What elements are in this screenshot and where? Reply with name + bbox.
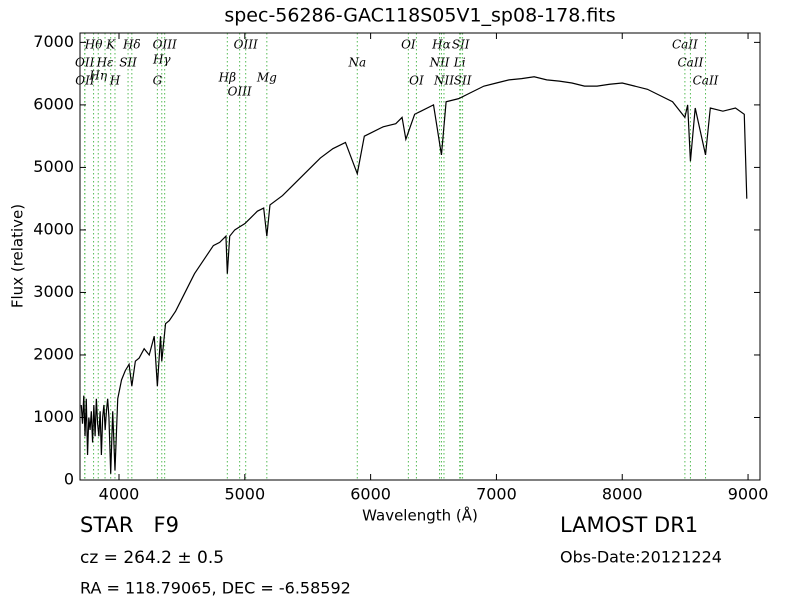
x-axis-label: Wavelength (Å) xyxy=(362,506,478,525)
spectral-line-label: Hα xyxy=(431,38,451,52)
spectral-line-label: SII xyxy=(119,56,137,70)
y-tick-label: 6000 xyxy=(33,94,74,113)
spectral-line-label: Hε xyxy=(96,56,114,70)
y-tick-label: 1000 xyxy=(33,407,74,426)
spectral-line-label: Na xyxy=(347,56,366,70)
y-tick-label: 2000 xyxy=(33,344,74,363)
x-tick-label: 8000 xyxy=(602,485,643,504)
y-tick-label: 4000 xyxy=(33,219,74,238)
y-tick-label: 3000 xyxy=(33,282,74,301)
redshift: cz = 264.2 ± 0.5 xyxy=(80,548,224,568)
survey: LAMOST DR1 xyxy=(560,513,698,537)
spectral-line-label: CaII xyxy=(672,38,698,52)
x-tick-label: 5000 xyxy=(224,485,265,504)
spectrum-line xyxy=(80,76,748,474)
spectral-line-label: OIII xyxy=(234,38,258,52)
x-tick-label: 7000 xyxy=(476,485,517,504)
y-tick-label: 7000 xyxy=(33,32,74,51)
chart-title: spec-56286-GAC118S05V1_sp08-178.fits xyxy=(224,5,615,27)
y-tick-label: 0 xyxy=(64,470,74,489)
spectral-line-label: CaII xyxy=(693,74,719,88)
spectral-line-label: OIII xyxy=(153,38,177,52)
spectral-line-label: SII xyxy=(452,38,470,52)
spectral-line-label: NII xyxy=(429,56,450,70)
y-tick-label: 5000 xyxy=(33,157,74,176)
y-axis-label: Flux (relative) xyxy=(9,204,27,308)
coordinates: RA = 118.79065, DEC = -6.58592 xyxy=(80,579,351,598)
spectral-line-label: OI xyxy=(401,38,416,52)
spectral-line-label: OI xyxy=(409,74,424,88)
x-tick-label: 9000 xyxy=(728,485,769,504)
spectral-line-label: SII xyxy=(454,74,472,88)
spectral-line-label: Hδ xyxy=(122,38,141,52)
spectral-line-label: Mg xyxy=(256,71,277,85)
x-tick-label: 4000 xyxy=(99,485,140,504)
spectral-line-label: Li xyxy=(453,56,466,70)
spectral-line-label: CaII xyxy=(678,56,704,70)
spectral-line-label: G xyxy=(153,74,163,88)
obs-date: Obs-Date:20121224 xyxy=(560,548,722,567)
x-tick-label: 6000 xyxy=(350,485,391,504)
spectral-line-label: Hθ xyxy=(84,38,103,52)
spectral-line-label: H xyxy=(109,74,121,88)
spectral-line-label: Hη xyxy=(88,69,107,83)
spectral-line-label: K xyxy=(105,38,116,52)
spectral-line-label: OIII xyxy=(228,85,252,99)
object-class: STAR F9 xyxy=(80,513,179,537)
spectral-line-label: Hγ xyxy=(152,53,171,67)
spectral-line-label: NII xyxy=(433,74,454,88)
spectral-line-label: Hβ xyxy=(218,71,236,85)
plot-frame xyxy=(79,32,761,481)
